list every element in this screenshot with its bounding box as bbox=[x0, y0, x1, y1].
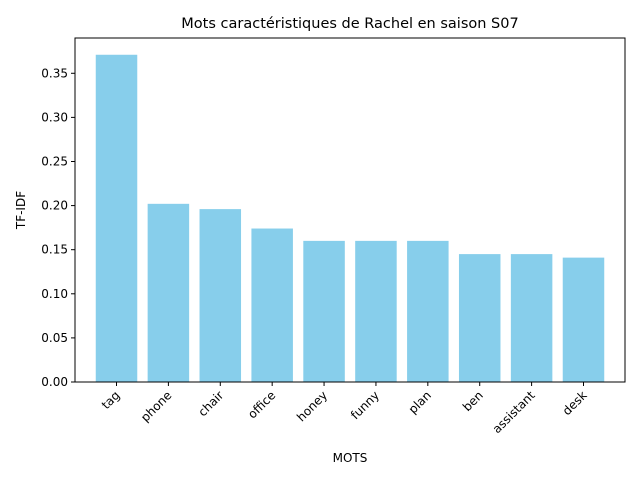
y-axis-label: TF-IDF bbox=[14, 191, 28, 230]
bar-office bbox=[251, 228, 293, 382]
y-tick-label: 0.25 bbox=[41, 154, 68, 168]
bar-phone bbox=[147, 203, 190, 382]
bar-ben bbox=[458, 254, 501, 382]
y-tick-label: 0.30 bbox=[41, 110, 68, 124]
y-axis: 0.00 0.05 0.10 0.15 0.20 0.25 0.30 0.35 bbox=[41, 66, 75, 389]
y-tick-label: 0.35 bbox=[41, 66, 68, 80]
bar-tag bbox=[95, 54, 138, 383]
x-tick-label: desk bbox=[560, 388, 590, 418]
x-axis-label: MOTS bbox=[333, 451, 368, 465]
bar-assistant bbox=[510, 254, 553, 382]
x-axis: tag phone chair office honey funny plan ben assi… bbox=[99, 382, 590, 436]
chart-title: Mots caractéristiques de Rachel en saiso… bbox=[181, 16, 518, 32]
y-tick-label: 0.05 bbox=[41, 331, 68, 345]
x-tick-label: plan bbox=[406, 388, 434, 416]
bar-chair bbox=[199, 209, 242, 382]
x-tick-label: assistant bbox=[490, 388, 538, 436]
bar-desk bbox=[562, 257, 605, 382]
x-tick-label: funny bbox=[348, 388, 382, 422]
y-tick-label: 0.00 bbox=[41, 375, 68, 389]
bars-group bbox=[95, 54, 605, 383]
bar-funny bbox=[355, 240, 397, 382]
x-tick-label: office bbox=[245, 388, 278, 421]
bar-plan bbox=[407, 240, 449, 382]
x-tick-label: ben bbox=[460, 388, 486, 414]
y-tick-label: 0.15 bbox=[41, 243, 68, 257]
x-tick-label: chair bbox=[195, 388, 226, 419]
y-tick-label: 0.20 bbox=[41, 199, 68, 213]
x-tick-label: phone bbox=[138, 388, 174, 424]
x-tick-label: tag bbox=[99, 388, 123, 412]
x-tick-label: honey bbox=[294, 388, 330, 424]
bar-honey bbox=[303, 240, 345, 382]
y-tick-label: 0.10 bbox=[41, 287, 68, 301]
plot-frame bbox=[74, 37, 626, 383]
